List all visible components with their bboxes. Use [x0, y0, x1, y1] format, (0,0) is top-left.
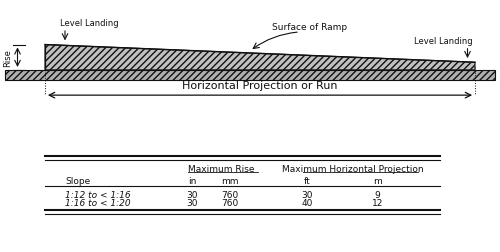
Text: Surface of Ramp: Surface of Ramp [272, 22, 347, 32]
Text: 30: 30 [187, 198, 198, 207]
Text: 12: 12 [372, 198, 383, 207]
Text: in: in [188, 176, 196, 185]
Text: Maximum Horizontal Projection: Maximum Horizontal Projection [282, 164, 424, 173]
Text: 30: 30 [302, 191, 313, 200]
Text: Level Landing: Level Landing [414, 36, 472, 45]
Text: 30: 30 [187, 191, 198, 200]
Text: 1:16 to < 1:20: 1:16 to < 1:20 [65, 198, 130, 207]
Text: ft: ft [304, 176, 311, 185]
Text: Maximum Rise: Maximum Rise [188, 164, 254, 173]
Text: Horizontal Projection or Run: Horizontal Projection or Run [182, 81, 338, 91]
Text: 1:12 to < 1:16: 1:12 to < 1:16 [65, 191, 130, 200]
Text: Rise: Rise [3, 49, 12, 67]
Text: mm: mm [221, 176, 239, 185]
Text: Slope: Slope [65, 176, 90, 185]
Text: 9: 9 [374, 191, 380, 200]
Polygon shape [45, 45, 475, 71]
Text: 760: 760 [222, 198, 238, 207]
Text: 760: 760 [222, 191, 238, 200]
Polygon shape [5, 71, 495, 81]
Text: Level Landing: Level Landing [60, 19, 118, 28]
Text: m: m [373, 176, 382, 185]
Text: 40: 40 [302, 198, 313, 207]
